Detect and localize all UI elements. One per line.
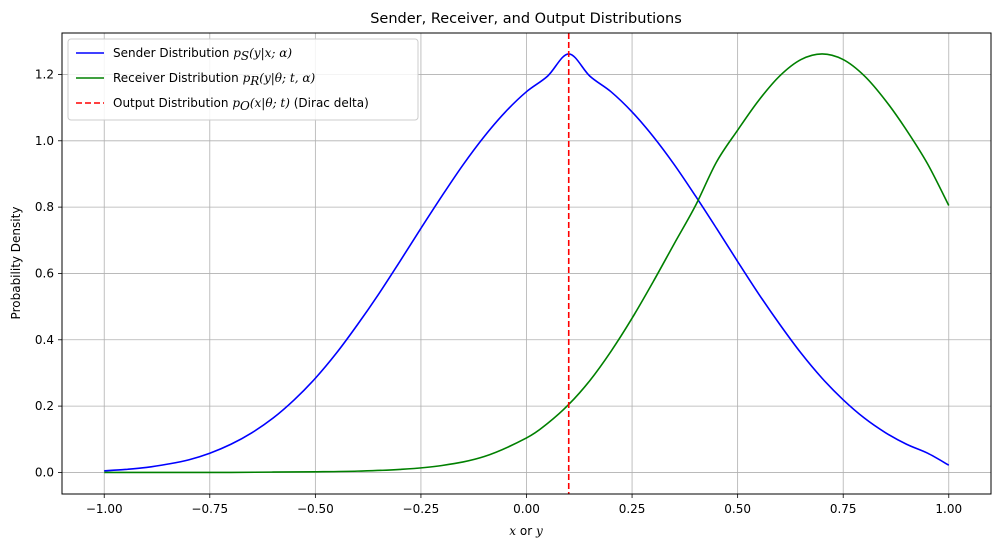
legend-entry-label: Receiver Distribution pR(y|θ; t, α) xyxy=(113,71,315,88)
legend-entry-prefix: Sender Distribution xyxy=(113,46,233,60)
legend: Sender Distribution pS(y|x; α)Receiver D… xyxy=(67,38,419,121)
legend-entry-math: p xyxy=(232,96,240,110)
x-axis-title-or: or xyxy=(516,524,536,538)
x-tick-label: 0.75 xyxy=(830,502,857,516)
legend-entry-prefix: Receiver Distribution xyxy=(113,71,243,85)
grid xyxy=(62,33,991,494)
x-tick-label: 1.00 xyxy=(935,502,962,516)
series-layer xyxy=(104,33,950,494)
series-receiver-distribution-line xyxy=(104,53,950,474)
y-tick-label: 1.0 xyxy=(35,134,54,148)
y-tick-label: 0.8 xyxy=(35,200,54,214)
legend-entry-label: Output Distribution pO(x|θ; t) (Dirac de… xyxy=(113,96,369,113)
legend-frame xyxy=(67,38,419,121)
y-axis-ticks: 0.0 0.2 0.4 0.6 0.8 1.0 1.2 xyxy=(35,67,62,479)
x-tick-label: −0.50 xyxy=(297,502,334,516)
legend-entry-args: (x|θ; t) xyxy=(250,96,290,110)
legend-entry-subscript: R xyxy=(249,74,259,88)
y-tick-label: 0.4 xyxy=(35,333,54,347)
x-tick-label: 0.00 xyxy=(513,502,540,516)
x-axis-title: x or y xyxy=(509,524,543,538)
x-tick-label: 0.50 xyxy=(724,502,751,516)
x-tick-label: −0.75 xyxy=(191,502,228,516)
legend-entry-suffix: (Dirac delta) xyxy=(290,96,369,110)
legend-entry-args: (y|x; α) xyxy=(249,46,292,60)
legend-entry-math: p xyxy=(233,46,241,60)
y-tick-label: 1.2 xyxy=(35,67,54,81)
legend-entry-prefix: Output Distribution xyxy=(113,96,232,110)
series-sender-distribution-line xyxy=(104,53,950,472)
x-tick-label: −0.25 xyxy=(403,502,440,516)
legend-entry-subscript: S xyxy=(241,49,249,63)
y-tick-label: 0.2 xyxy=(35,399,54,413)
x-axis-ticks: −1.00 −0.75 −0.50 −0.25 0.00 0.25 0.50 0.75 1.00 xyxy=(86,494,962,516)
legend-entry-args: (y|θ; t, α) xyxy=(259,71,315,85)
x-axis-title-var1: x xyxy=(509,524,516,538)
legend-entry-math: p xyxy=(243,71,251,85)
legend-entry-label: Sender Distribution pS(y|x; α) xyxy=(113,46,292,63)
x-axis-title-var2: y xyxy=(535,524,543,538)
x-tick-label: 0.25 xyxy=(619,502,646,516)
chart-title: Sender, Receiver, and Output Distributio… xyxy=(370,11,682,27)
x-tick-label: −1.00 xyxy=(86,502,123,516)
legend-entry-subscript: O xyxy=(240,99,250,113)
y-tick-label: 0.6 xyxy=(35,266,54,280)
y-axis-title: Probability Density xyxy=(9,207,23,320)
y-tick-label: 0.0 xyxy=(35,465,54,479)
